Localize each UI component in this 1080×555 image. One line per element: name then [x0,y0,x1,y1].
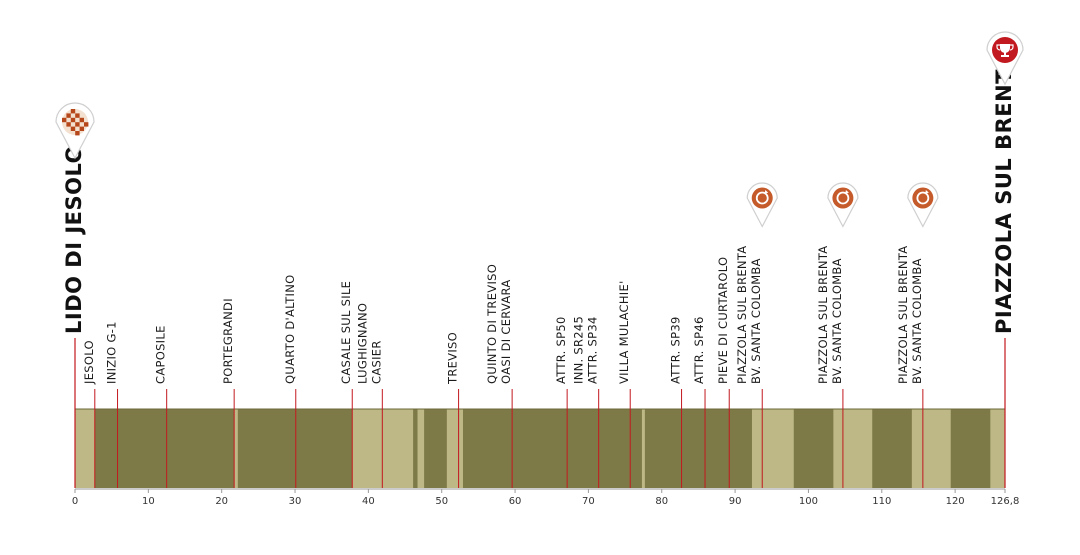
x-tick-label: 20 [215,496,228,507]
waypoint-label: INIZIO G-1 [105,321,119,384]
trophy-handle [1009,44,1014,51]
waypoint-label: VILLA MULACHIE' [617,280,631,384]
profile-segment [446,409,464,488]
waypoint-label: LUGHIGNANO [355,303,369,384]
x-tick-label: 0 [72,496,78,507]
waypoint-label: BV. SANTA COLOMBA [749,258,763,384]
waypoint-label: CASIER [369,340,383,384]
x-tick-label: 10 [142,496,155,507]
waypoint-markers: JESOLO INIZIO G-1 CAPOSILE PORTEGRANDI QUART… [62,54,1016,488]
circuit-arrow [925,190,929,194]
waypoint-label: PIAZZOLA SUL BRENTA [816,246,830,384]
x-tick-label: 40 [362,496,375,507]
waypoint-label: ATTR. SP46 [692,316,706,384]
waypoint-label: ATTR. SP34 [586,316,600,384]
waypoint-label: PIAZZOLA SUL BRENTA [896,246,910,384]
trophy-handle [996,44,1001,51]
checker-cell [79,126,84,131]
pin-icons [55,31,1024,228]
profile-segment [641,409,646,488]
profile-segments [75,408,1006,488]
profile-segment [234,409,239,488]
profile-segment [237,409,353,488]
waypoint-label: QUARTO D'ALTINO [283,275,297,385]
start-label: LIDO DI JESOLO [62,145,86,334]
waypoint-label: CASALE SUL SILE [339,281,353,384]
checker-cell [70,117,76,123]
waypoint-label: INN. SR245 [572,316,586,384]
checker-cell [66,113,71,118]
circuit-ring [916,191,930,205]
profile-segment [413,409,418,488]
waypoint-label: PIAZZOLA SUL BRENTA [735,246,749,384]
profile-segment [833,409,873,488]
x-tick-label: 50 [435,496,448,507]
trophy-base [1001,55,1009,57]
checker-cell [75,131,80,136]
x-tick-label: 60 [509,496,522,507]
circuit-bg [832,187,854,209]
x-tick-label: 120 [946,496,965,507]
finish-label: PIAZZOLA SUL BRENTA [992,54,1016,334]
trophy-icon [986,31,1024,86]
profile-segment [911,409,952,488]
x-tick-label: 110 [872,496,891,507]
waypoint-label: PIEVE DI CURTAROLO [716,257,730,384]
circuit-bg [912,187,934,209]
x-tick-label: 126,8 [991,496,1020,507]
checker-cell [75,113,80,118]
profile-segment [352,409,414,488]
x-axis: 0 10 20 30 40 50 60 70 80 90 100 110 120 126,8 [72,488,1020,507]
trophy-stem [1004,52,1006,55]
profile-segment [872,409,913,488]
waypoint-label: QUINTO DI TREVISO [485,264,499,384]
profile-segment [424,409,448,488]
x-tick-label: 30 [289,496,302,507]
lap-circuit-icon [907,182,939,228]
waypoint-label: ATTR. SP50 [554,316,568,384]
checkered-flag-icon [55,102,95,160]
x-tick-label: 80 [655,496,668,507]
waypoint-label: CAPOSILE [154,325,168,384]
x-tick-label: 100 [799,496,818,507]
waypoint-label: TREVISO [446,332,460,385]
profile-segment [950,409,991,488]
lap-circuit-icon [827,182,859,228]
profile-segment [644,409,753,488]
checker-cell [70,126,76,131]
checker-cell [62,117,67,123]
circuit-arrow [764,190,769,194]
x-tick-label: 90 [729,496,742,507]
checker-cell [66,122,71,127]
waypoint-label: OASI DI CERVARA [499,279,513,384]
circuit-ring [755,191,769,205]
waypoint-label: BV. SANTA COLOMBA [910,258,924,384]
waypoint-label: JESOLO [82,340,96,385]
lap-circuit-icon [746,182,778,228]
x-tick-label: 70 [582,496,595,507]
profile-segment [75,409,96,488]
waypoint-label: BV. SANTA COLOMBA [830,258,844,384]
profile-segment [462,409,643,488]
circuit-arrow [845,190,849,194]
waypoint-label: ATTR. SP39 [669,316,683,384]
checker-cell [75,122,80,127]
checker-cell [79,117,84,123]
waypoint-label: PORTEGRANDI [221,298,235,384]
checker-cell [70,109,76,114]
profile-segment [793,409,834,488]
profile-segment [417,409,425,488]
profile-segment [751,409,795,488]
profile-segment [990,409,1006,488]
checker-cell [84,122,89,127]
profile-segment [94,409,235,488]
trophy-cup [1000,44,1010,53]
circuit-bg [751,187,773,209]
circuit-ring [836,191,850,205]
